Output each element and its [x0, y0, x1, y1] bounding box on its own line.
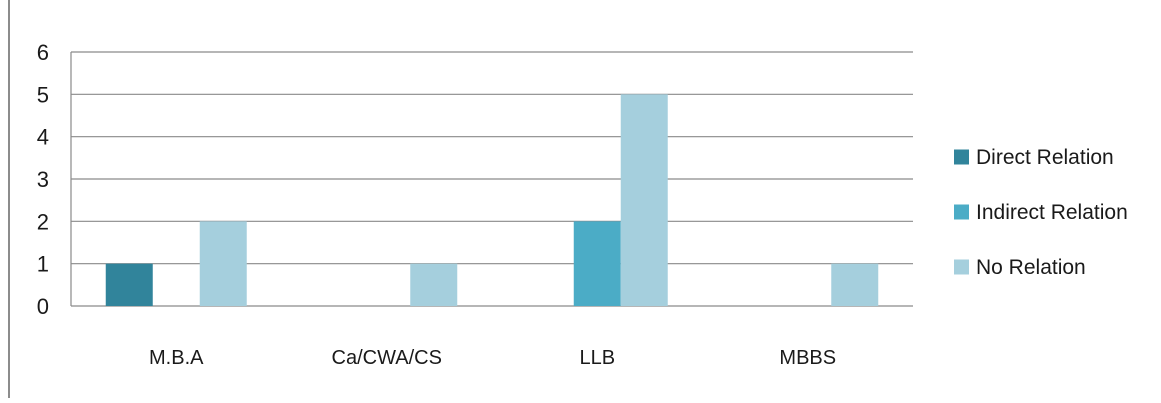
bars	[105, 94, 879, 306]
legend-swatch	[954, 204, 969, 220]
y-tick-label: 6	[37, 40, 49, 65]
legend-label: Direct Relation	[976, 146, 1114, 169]
y-tick-label: 4	[37, 125, 49, 150]
bar-no-relation	[831, 263, 879, 306]
legend: Direct Relation Indirect Relation No Relat…	[954, 146, 1128, 279]
legend-label: No Relation	[976, 256, 1086, 279]
x-category-label: MBBS	[779, 347, 836, 369]
x-category-label: M.B.A	[149, 347, 204, 369]
legend-swatch	[954, 259, 969, 275]
y-tick-label: 1	[37, 252, 49, 277]
y-tick-label: 3	[37, 167, 49, 192]
gridlines	[70, 51, 913, 307]
x-category-label: LLB	[579, 347, 615, 369]
y-tick-label: 0	[37, 294, 49, 319]
y-tick-label: 5	[37, 82, 49, 107]
legend-label: Indirect Relation	[976, 201, 1128, 224]
x-axis-categories: M.B.A Ca/CWA/CS LLB MBBS	[149, 347, 836, 369]
legend-swatch	[954, 149, 969, 165]
y-tick-label: 2	[37, 209, 49, 234]
bar-indirect-relation	[573, 221, 621, 306]
bar-no-relation	[199, 221, 247, 306]
x-category-label: Ca/CWA/CS	[332, 347, 442, 369]
bar-no-relation	[620, 94, 668, 306]
bar-direct-relation	[105, 263, 153, 306]
y-axis-ticks: 0 1 2 3 4 5 6	[37, 40, 49, 319]
bar-no-relation	[410, 263, 458, 306]
